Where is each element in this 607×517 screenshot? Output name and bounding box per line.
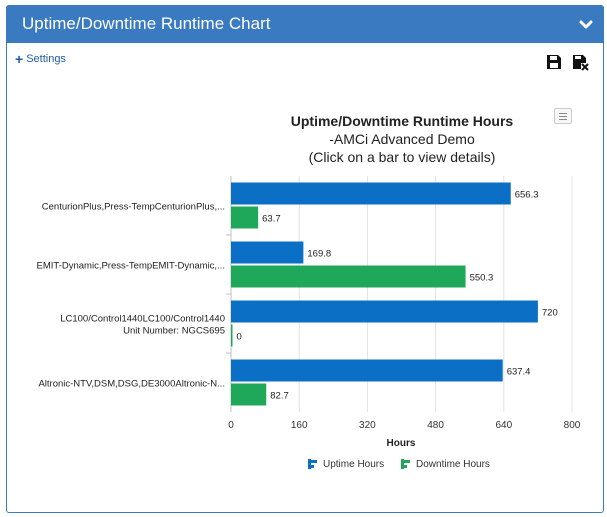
- downtime-legend-icon: [401, 459, 410, 469]
- legend-label-downtime: Downtime Hours: [416, 458, 490, 470]
- category-label: Altronic-NTV,DSM,DSG,DE3000Altronic-N...: [38, 379, 225, 390]
- downtime-bar[interactable]: [231, 265, 466, 288]
- x-tick-label: 640: [495, 420, 512, 431]
- downtime-bar[interactable]: [231, 206, 259, 229]
- uptime-bar[interactable]: [231, 182, 511, 205]
- uptime-value-label: 637.4: [507, 367, 531, 378]
- category-label: Unit Number: NGCS695: [123, 326, 225, 337]
- downtime-value-label: 63.7: [262, 214, 281, 225]
- panel-title: Uptime/Downtime Runtime Chart: [22, 14, 271, 33]
- chart-subtitle-line-2: (Click on a bar to view details): [309, 149, 496, 165]
- downtime-value-label: 0: [237, 332, 242, 343]
- legend-item-downtime[interactable]: Downtime Hours: [400, 458, 490, 470]
- x-tick-label: 800: [564, 420, 581, 431]
- downtime-bar[interactable]: [231, 324, 233, 347]
- uptime-value-label: 169.8: [307, 249, 331, 260]
- clear-icon[interactable]: [571, 53, 589, 71]
- uptime-value-label: 656.3: [515, 190, 539, 201]
- category-label: CenturionPlus,Press-TempCenturionPlus,..…: [42, 202, 225, 213]
- legend-item-uptime[interactable]: Uptime Hours: [307, 458, 384, 470]
- category-label: LC100/Control1440LC100/Control1440: [60, 314, 225, 325]
- x-tick-label: 160: [291, 420, 308, 431]
- x-axis-title: Hours: [387, 438, 416, 449]
- uptime-bar[interactable]: [231, 241, 304, 264]
- chart-panel: Uptime/Downtime Runtime Chart: [6, 5, 604, 513]
- category-label: EMIT-Dynamic,Press-TempEMIT-Dynamic,...: [37, 261, 225, 272]
- x-tick-label: 480: [427, 420, 444, 431]
- chevron-down-icon[interactable]: [579, 18, 593, 32]
- downtime-value-label: 82.7: [270, 391, 289, 402]
- chart-menu-button[interactable]: [554, 108, 572, 124]
- settings-link[interactable]: + Settings: [15, 51, 66, 67]
- uptime-value-label: 720: [542, 308, 558, 319]
- settings-label: Settings: [26, 53, 66, 65]
- uptime-legend-icon: [308, 459, 317, 469]
- downtime-bar[interactable]: [231, 383, 267, 406]
- save-icon[interactable]: [545, 53, 563, 71]
- uptime-bar[interactable]: [231, 359, 503, 382]
- x-tick-label: 320: [359, 420, 376, 431]
- plus-icon: +: [15, 51, 24, 67]
- x-tick-label: 0: [228, 420, 234, 431]
- uptime-bar[interactable]: [231, 300, 538, 323]
- legend-label-uptime: Uptime Hours: [323, 458, 385, 470]
- downtime-value-label: 550.3: [470, 273, 494, 284]
- chart-title: Uptime/Downtime Runtime Hours: [291, 113, 514, 129]
- panel-header: Uptime/Downtime Runtime Chart: [7, 6, 603, 43]
- chart-subtitle-line-1: -AMCi Advanced Demo: [329, 131, 475, 147]
